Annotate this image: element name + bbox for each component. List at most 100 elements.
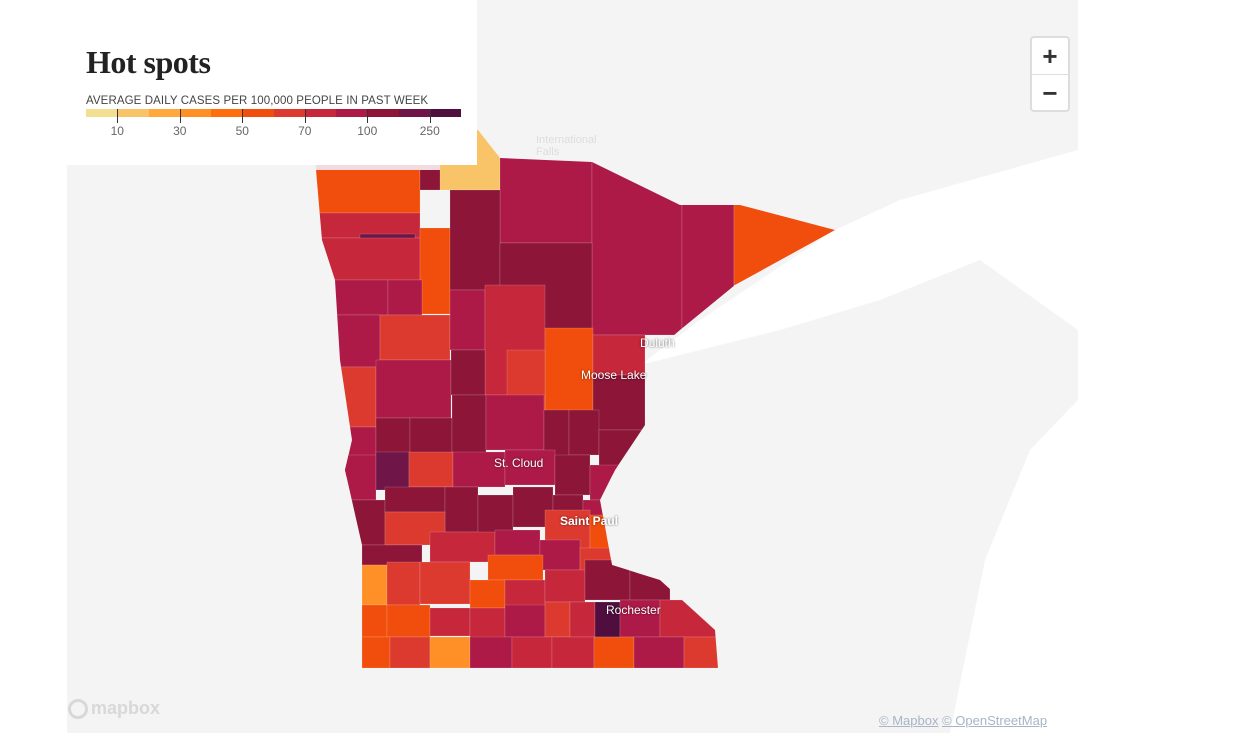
county[interactable] xyxy=(379,314,451,361)
county[interactable] xyxy=(375,417,411,454)
county[interactable] xyxy=(494,529,541,556)
city-label-moose-lake: Moose Lake xyxy=(581,368,647,382)
legend-swatch xyxy=(304,109,336,117)
legend-tick xyxy=(304,109,306,123)
county[interactable] xyxy=(469,607,506,639)
legend-tick-label: 10 xyxy=(110,124,124,138)
county[interactable] xyxy=(316,164,421,214)
legend-tick xyxy=(242,109,244,123)
county[interactable] xyxy=(384,486,446,513)
legend-tick xyxy=(429,109,431,123)
county[interactable] xyxy=(316,366,377,428)
county[interactable] xyxy=(429,607,471,637)
lake-superior xyxy=(640,150,1078,365)
map-canvas[interactable] xyxy=(67,0,1078,733)
county[interactable] xyxy=(316,237,421,281)
legend-swatch xyxy=(242,109,274,117)
county[interactable] xyxy=(551,636,595,668)
legend-tick-label: 70 xyxy=(298,124,312,138)
county[interactable] xyxy=(659,599,719,638)
county[interactable] xyxy=(629,559,671,601)
county[interactable] xyxy=(386,561,421,606)
county[interactable] xyxy=(589,464,621,501)
county[interactable] xyxy=(452,451,506,488)
county[interactable] xyxy=(419,561,471,605)
county[interactable] xyxy=(591,159,683,336)
map-title: Hot spots xyxy=(86,44,211,80)
county[interactable] xyxy=(539,539,581,571)
county[interactable] xyxy=(499,154,593,244)
county[interactable] xyxy=(554,454,591,496)
county[interactable] xyxy=(375,359,452,419)
county[interactable] xyxy=(361,604,388,638)
county[interactable] xyxy=(316,314,381,368)
zoom-controls: + − xyxy=(1030,36,1070,112)
mapbox-logo-text: mapbox xyxy=(91,698,161,718)
legend-swatch xyxy=(429,109,461,117)
city-label-duluth: Duluth xyxy=(640,336,675,350)
city-label-international-falls: International Falls xyxy=(536,134,597,158)
osm-attribution-link[interactable]: © OpenStreetMap xyxy=(942,713,1048,728)
county[interactable] xyxy=(568,409,600,456)
county[interactable] xyxy=(469,579,506,609)
legend-swatch xyxy=(336,109,368,117)
county[interactable] xyxy=(361,636,391,668)
county[interactable] xyxy=(386,604,431,638)
lake-michigan xyxy=(950,400,1078,733)
legend-swatch xyxy=(117,109,149,117)
county[interactable] xyxy=(429,636,471,668)
county[interactable] xyxy=(389,636,431,668)
legend-swatch xyxy=(367,109,399,117)
legend-color-scale xyxy=(86,109,461,117)
header-panel xyxy=(67,0,477,165)
county[interactable] xyxy=(375,451,410,491)
county[interactable] xyxy=(544,569,586,603)
legend-tick-label: 100 xyxy=(357,124,378,138)
county[interactable] xyxy=(487,554,544,581)
county[interactable] xyxy=(511,636,553,668)
county[interactable] xyxy=(339,499,386,546)
county[interactable] xyxy=(592,374,646,431)
county[interactable] xyxy=(592,334,646,376)
county[interactable] xyxy=(450,349,486,396)
county[interactable] xyxy=(485,394,545,451)
legend-swatch xyxy=(86,109,118,117)
legend-swatch xyxy=(211,109,243,117)
county-layer xyxy=(316,129,835,668)
mapbox-logo-icon xyxy=(68,698,88,719)
county[interactable] xyxy=(504,449,556,486)
county[interactable] xyxy=(451,394,487,454)
county[interactable] xyxy=(544,601,571,638)
county[interactable] xyxy=(593,636,635,668)
county[interactable] xyxy=(449,289,486,351)
county[interactable] xyxy=(387,279,423,316)
county[interactable] xyxy=(408,451,454,488)
legend-tick-label: 30 xyxy=(173,124,187,138)
county[interactable] xyxy=(316,212,421,239)
county[interactable] xyxy=(683,636,719,668)
county[interactable] xyxy=(633,636,685,668)
county[interactable] xyxy=(339,454,377,501)
legend-tick xyxy=(367,109,369,123)
county[interactable] xyxy=(544,327,594,414)
county[interactable] xyxy=(444,486,479,533)
county[interactable] xyxy=(594,601,621,638)
legend-swatch xyxy=(148,109,180,117)
zoom-out-button[interactable]: − xyxy=(1042,77,1058,108)
county[interactable] xyxy=(584,559,631,601)
zoom-in-button[interactable]: + xyxy=(1032,38,1068,75)
county[interactable] xyxy=(409,417,453,454)
county[interactable] xyxy=(419,227,451,315)
legend-title: AVERAGE DAILY CASES PER 100,000 PEOPLE I… xyxy=(86,95,429,107)
attribution: © Mapbox © OpenStreetMap xyxy=(879,713,1047,728)
mapbox-attribution-link[interactable]: © Mapbox xyxy=(879,713,939,728)
county[interactable] xyxy=(477,494,514,536)
county[interactable] xyxy=(504,604,546,638)
county[interactable] xyxy=(361,564,388,606)
county[interactable] xyxy=(449,189,501,291)
county[interactable] xyxy=(429,531,496,563)
county[interactable] xyxy=(469,636,513,668)
county[interactable] xyxy=(316,279,389,316)
mapbox-logo[interactable]: mapbox xyxy=(68,698,160,719)
county[interactable] xyxy=(569,601,596,638)
